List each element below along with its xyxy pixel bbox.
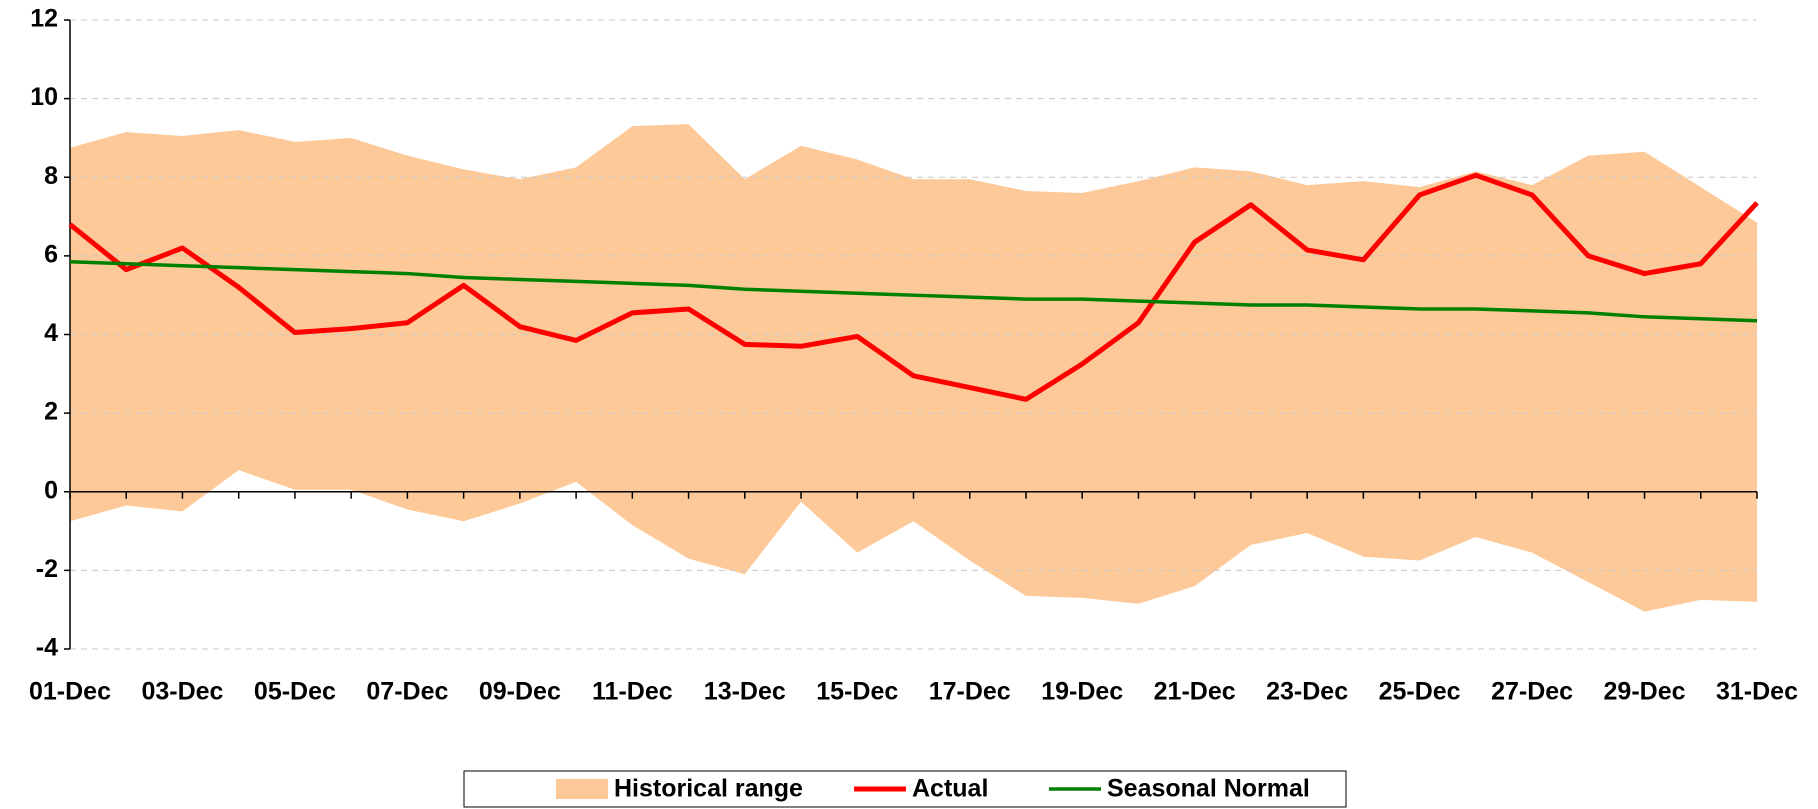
historical-range-area [70,124,1757,612]
series-line [68,172,1759,402]
x-tick-label: 03-Dec [141,678,223,706]
x-tick-label: 09-Dec [479,678,561,706]
x-tick-label: 01-Dec [29,678,111,706]
y-tick-label: 10 [30,83,58,111]
y-tick-label: 2 [44,398,58,426]
y-tick-label: 6 [44,240,58,268]
x-tick-label: 21-Dec [1154,678,1236,706]
x-tick-label: 31-Dec [1716,678,1798,706]
x-tick-label: 13-Dec [704,678,786,706]
x-tick-label: 27-Dec [1491,678,1573,706]
legend-label: Historical range [614,775,803,803]
x-tick-label: 29-Dec [1604,678,1686,706]
y-tick-label: 12 [30,5,58,33]
x-tick-label: 17-Dec [929,678,1011,706]
x-tick-label: 19-Dec [1041,678,1123,706]
y-tick-label: -4 [36,634,58,662]
x-tick-label: 07-Dec [366,678,448,706]
x-tick-label: 15-Dec [816,678,898,706]
legend-label: Actual [912,775,988,803]
y-tick-label: 0 [44,476,58,504]
y-tick-label: -2 [36,555,58,583]
y-tick-label: 8 [44,162,58,190]
x-tick-label: 11-Dec [592,678,673,706]
legend-swatch [556,779,608,799]
x-tick-label: 25-Dec [1379,678,1461,706]
x-tick-label: 05-Dec [254,678,336,706]
legend: Historical range Actual Seasonal Normal [463,770,1347,808]
series-line [69,260,1758,323]
x-tick-label: 23-Dec [1266,678,1348,706]
legend-label: Seasonal Normal [1107,775,1310,803]
y-tick-label: 4 [44,319,58,347]
